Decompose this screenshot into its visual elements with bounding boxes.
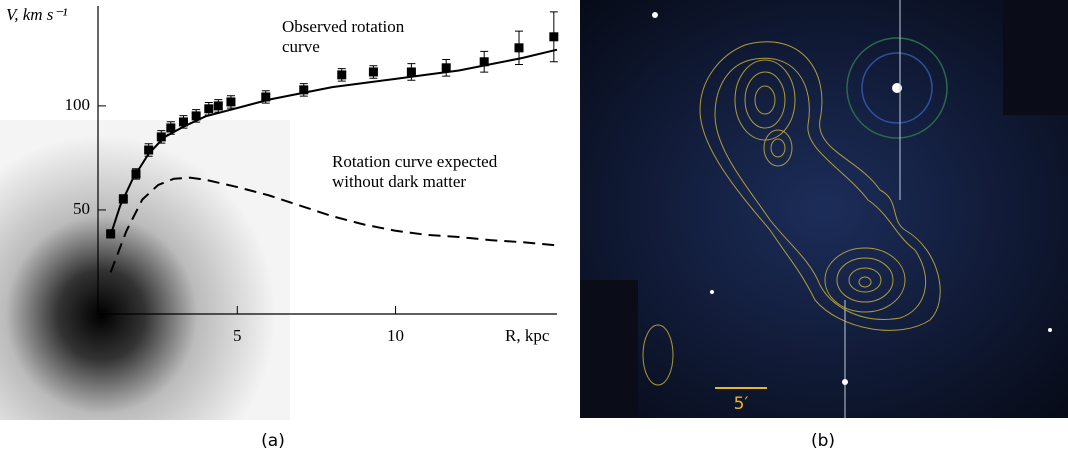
x-tick-label: 5: [233, 326, 242, 345]
caption: (b): [811, 431, 835, 451]
annotation: Rotation curve expected: [332, 152, 498, 171]
figure: 5 10 50 100 V, km s⁻¹ R, kpc Observed rotation…: [0, 0, 1068, 460]
marker: [369, 67, 378, 76]
annotation: curve: [282, 37, 320, 56]
scale-label: 5′: [734, 394, 749, 414]
galaxy-image: [0, 120, 290, 420]
x-axis-label: R, kpc: [505, 326, 550, 345]
annotation: Observed rotation: [282, 17, 405, 36]
annotation: without dark matter: [332, 172, 466, 191]
y-tick-label: 50: [73, 199, 90, 218]
sky-image: 5′: [580, 0, 1068, 418]
x-tick-label: 10: [387, 326, 404, 345]
marker: [407, 67, 416, 76]
y-axis-label: V, km s⁻¹: [6, 5, 67, 24]
marker: [214, 101, 223, 110]
marker: [549, 32, 558, 41]
marker: [204, 104, 213, 113]
marker: [337, 70, 346, 79]
marker: [226, 97, 235, 106]
y-tick-label: 100: [65, 95, 91, 114]
caption: (a): [261, 431, 285, 451]
marker: [515, 43, 524, 52]
